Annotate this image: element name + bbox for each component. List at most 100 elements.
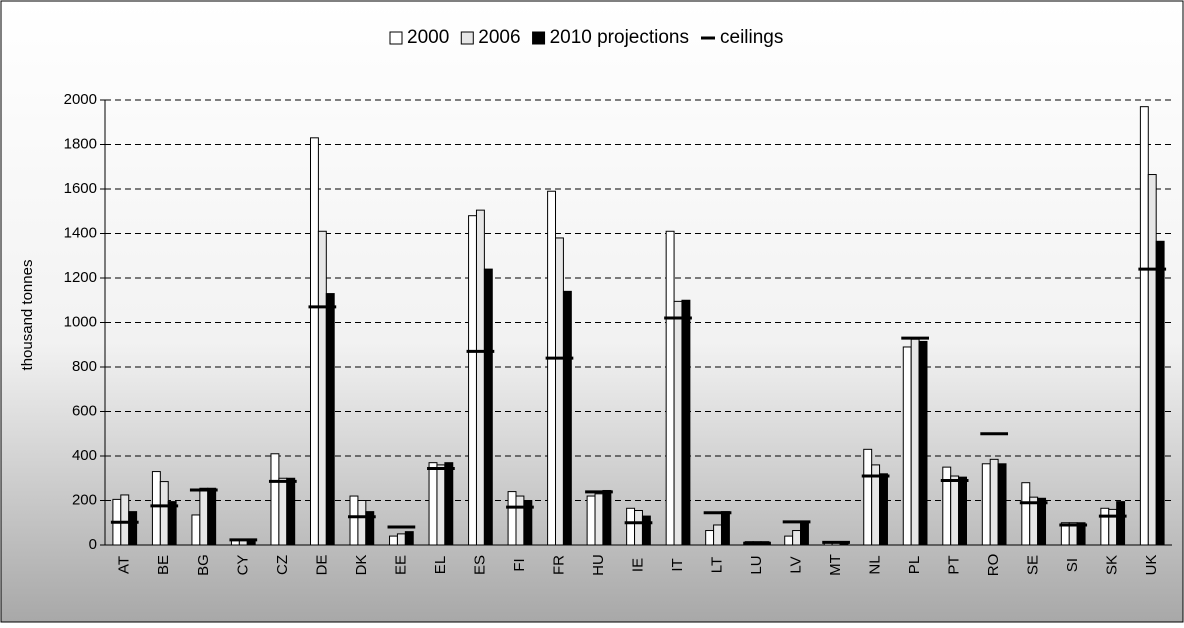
bar (357, 500, 367, 546)
x-tick-label: IE (629, 558, 646, 572)
bar (634, 510, 643, 546)
x-tick-label: CY (234, 555, 251, 576)
bar (365, 511, 375, 546)
bar (1147, 174, 1157, 546)
y-tick-label: 800 (72, 358, 97, 375)
bar (950, 475, 960, 546)
bar (1037, 497, 1047, 546)
bar (547, 190, 557, 546)
x-tick-label: FR (550, 555, 567, 575)
bar (270, 453, 280, 546)
bar (997, 463, 1007, 546)
x-tick-label: BE (155, 555, 172, 575)
bar (396, 533, 406, 546)
x-tick-label: FI (511, 558, 528, 571)
bar (1021, 482, 1031, 546)
bar (436, 464, 446, 546)
bar (989, 458, 999, 546)
bar (705, 530, 715, 546)
bar (523, 500, 533, 546)
bar (278, 477, 288, 546)
y-tick-label: 600 (72, 402, 97, 419)
bar (784, 535, 794, 546)
x-tick-label: DE (313, 555, 330, 576)
x-tick-label: PL (906, 556, 923, 574)
bar (720, 511, 730, 546)
x-tick-label: HU (590, 554, 607, 576)
bar (207, 487, 217, 546)
y-tick-label: 400 (72, 447, 97, 464)
bar (562, 290, 572, 546)
bar (444, 462, 454, 546)
y-tick-label: 1000 (64, 313, 97, 330)
bar (1076, 522, 1086, 546)
legend-swatch (460, 31, 474, 45)
bar (910, 338, 920, 546)
x-tick-label: BG (195, 554, 212, 576)
bar (863, 448, 873, 546)
bar (428, 462, 438, 546)
x-tick-label: EL (432, 556, 449, 574)
y-tick-label: 200 (72, 491, 97, 508)
bar (673, 300, 683, 546)
x-tick-label: NL (867, 555, 884, 574)
x-tick-label: LT (709, 557, 726, 573)
bar (586, 495, 596, 546)
bar (167, 501, 177, 546)
bar (507, 491, 517, 546)
bar (199, 487, 209, 546)
bar (159, 481, 169, 546)
bar (317, 230, 327, 546)
x-tick-label: UK (1143, 555, 1160, 576)
bar (792, 530, 802, 546)
bar (349, 495, 359, 546)
bar (483, 268, 493, 546)
bar (879, 473, 888, 546)
bar (128, 511, 138, 546)
bar (981, 463, 991, 546)
x-tick-label: ES (471, 555, 488, 575)
x-tick-label: MT (827, 554, 844, 576)
y-tick-label: 1400 (64, 224, 97, 241)
bar (681, 299, 691, 546)
bar (151, 471, 161, 546)
bar (800, 522, 809, 546)
x-tick-label: IT (669, 558, 686, 571)
y-tick-label: 1200 (64, 269, 97, 286)
x-tick-label: SK (1104, 555, 1121, 575)
bar (120, 494, 130, 546)
bar (1139, 106, 1149, 546)
bar (594, 493, 604, 546)
bar (191, 514, 201, 546)
y-tick-label: 2000 (64, 91, 97, 108)
legend-swatch (389, 31, 403, 45)
bar (515, 495, 525, 546)
legend-swatch (532, 31, 546, 45)
x-tick-label: DK (353, 555, 370, 576)
bar (1100, 507, 1110, 546)
bar (404, 531, 414, 546)
x-tick-label: PT (946, 555, 963, 574)
bar (286, 477, 296, 546)
bar (389, 535, 398, 546)
x-tick-label: SE (1025, 555, 1042, 575)
x-tick-label: SI (1064, 558, 1081, 572)
bar (641, 515, 651, 546)
bar (1116, 501, 1126, 546)
bar (555, 237, 564, 546)
bar (626, 507, 636, 546)
bar (468, 215, 477, 546)
bar (942, 466, 952, 546)
y-tick-label: 1800 (64, 135, 97, 152)
bar (475, 209, 485, 546)
y-tick-label: 0 (89, 536, 97, 553)
legend-label: 2000 (407, 27, 449, 48)
y-tick-label: 1600 (64, 180, 97, 197)
x-tick-label: LV (788, 556, 805, 573)
x-tick-label: EE (392, 555, 409, 575)
legend-label: ceilings (720, 27, 783, 48)
bar (1155, 240, 1165, 546)
legend-label: 2010 projections (550, 27, 689, 48)
bar (309, 137, 319, 546)
